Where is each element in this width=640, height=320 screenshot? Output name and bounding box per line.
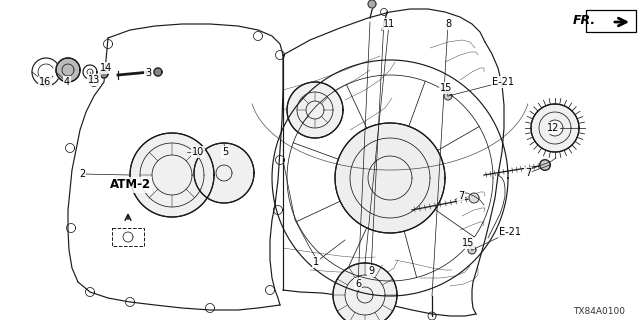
Polygon shape	[100, 70, 108, 78]
Polygon shape	[368, 0, 376, 8]
Text: E-21: E-21	[492, 77, 514, 87]
Text: 13: 13	[88, 75, 100, 85]
Polygon shape	[540, 160, 550, 170]
Text: 10: 10	[192, 147, 204, 157]
Text: 7: 7	[458, 191, 464, 201]
Text: 3: 3	[145, 68, 151, 78]
Polygon shape	[540, 159, 550, 171]
Polygon shape	[335, 123, 445, 233]
Polygon shape	[333, 263, 397, 320]
Polygon shape	[154, 68, 162, 76]
Text: 16: 16	[39, 77, 51, 87]
Polygon shape	[287, 82, 343, 138]
Text: 2: 2	[79, 169, 85, 179]
Text: 11: 11	[383, 19, 395, 29]
Polygon shape	[469, 193, 479, 203]
Text: 14: 14	[100, 63, 112, 73]
Text: TX84A0100: TX84A0100	[573, 308, 625, 316]
Polygon shape	[444, 92, 452, 100]
Text: 4: 4	[64, 77, 70, 87]
Text: 15: 15	[440, 83, 452, 93]
Text: 9: 9	[368, 266, 374, 276]
Text: 1: 1	[313, 257, 319, 267]
Text: 5: 5	[222, 147, 228, 157]
Polygon shape	[194, 143, 254, 203]
Text: ATM-2: ATM-2	[109, 179, 150, 191]
Text: 6: 6	[355, 279, 361, 289]
Polygon shape	[531, 104, 579, 152]
Text: 12: 12	[547, 123, 559, 133]
Polygon shape	[130, 133, 214, 217]
Text: 15: 15	[462, 238, 474, 248]
Polygon shape	[468, 246, 476, 254]
Text: 7: 7	[525, 168, 531, 178]
Text: 8: 8	[445, 19, 451, 29]
Text: FR.: FR.	[573, 13, 596, 27]
Polygon shape	[56, 58, 80, 82]
Text: E-21: E-21	[499, 227, 521, 237]
